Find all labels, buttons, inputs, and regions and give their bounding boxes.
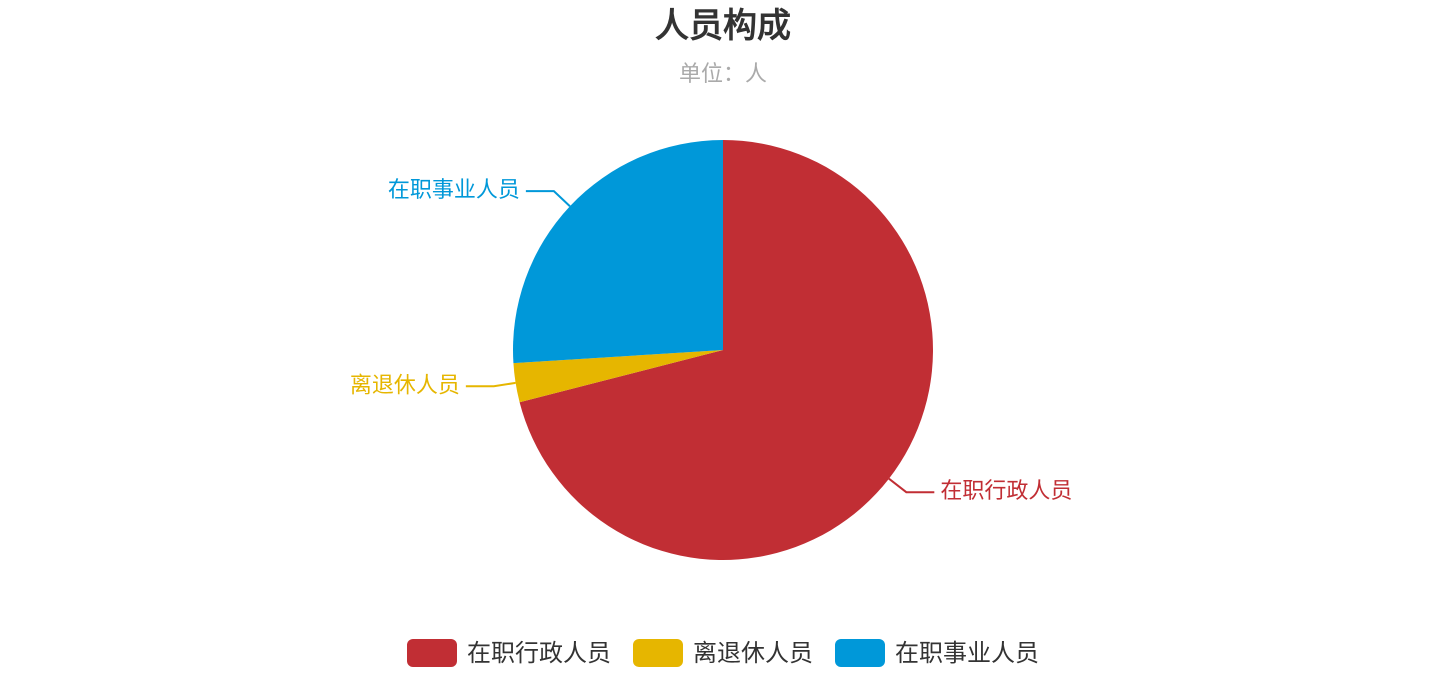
- slice-label-3: 在职事业人员: [388, 178, 520, 203]
- pie-slices: [513, 140, 934, 560]
- legend-swatch: [407, 639, 457, 667]
- pie-slice-2[interactable]: [513, 350, 723, 403]
- legend-item-1[interactable]: 在职行政人员: [407, 638, 611, 668]
- label-leader-line-3: [525, 190, 571, 207]
- chart-title: 人员构成: [655, 6, 791, 46]
- pie-slice-1[interactable]: [519, 140, 934, 560]
- label-leader-line-2: [465, 381, 516, 388]
- pie-labels: 在职行政人员 离退休人员 在职事业人员: [350, 178, 1072, 504]
- legend-item-2[interactable]: 离退休人员: [633, 638, 813, 668]
- slice-label-2: 离退休人员: [350, 373, 460, 398]
- legend-item-3[interactable]: 在职事业人员: [835, 638, 1039, 668]
- pie-slice-3[interactable]: [513, 140, 723, 364]
- legend-label: 离退休人员: [693, 639, 813, 667]
- chart-subtitle: 单位：人: [678, 62, 767, 87]
- legend-label: 在职行政人员: [467, 639, 611, 667]
- legend-swatch: [633, 639, 683, 667]
- label-leader-line-1: [888, 477, 935, 494]
- legend: 在职行政人员 离退休人员 在职事业人员: [0, 632, 1446, 674]
- legend-label: 在职事业人员: [895, 639, 1039, 667]
- slice-label-1: 在职行政人员: [940, 479, 1072, 504]
- legend-swatch: [835, 639, 885, 667]
- pie-chart: 在职行政人员 离退休人员 在职事业人员: [350, 140, 1072, 560]
